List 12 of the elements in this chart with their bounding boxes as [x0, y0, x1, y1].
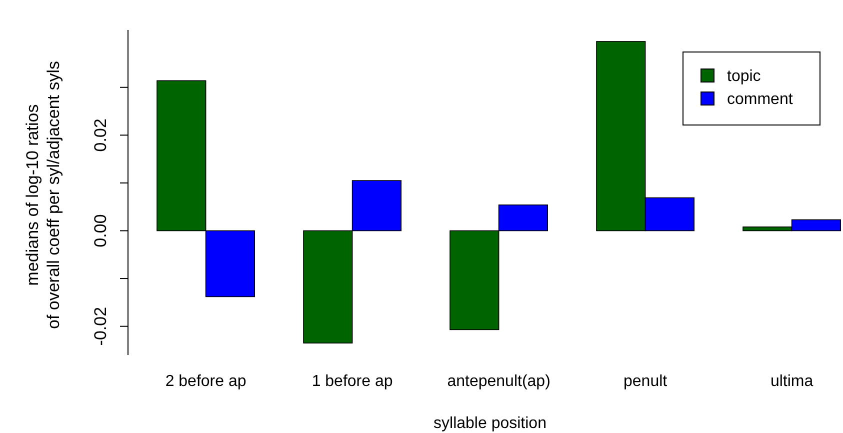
- y-tick-label: -0.02: [91, 306, 110, 346]
- x-tick-label: antepenult(ap): [447, 373, 550, 390]
- x-tick-label: penult: [624, 373, 668, 390]
- y-tick-label: 0.02: [91, 118, 110, 152]
- y-tick-label: 0.00: [91, 214, 110, 248]
- x-tick-label: 1 before ap: [312, 373, 393, 390]
- y-axis-title: medians of log-10 ratios of overall coeff per syl/adjacent syls: [23, 60, 63, 330]
- x-tick-label: 2 before ap: [165, 373, 246, 390]
- x-axis-title: syllable position: [434, 415, 546, 432]
- x-tick-label: ultima: [770, 373, 814, 390]
- legend-label: topic: [727, 68, 761, 85]
- legend-label: comment: [727, 91, 794, 108]
